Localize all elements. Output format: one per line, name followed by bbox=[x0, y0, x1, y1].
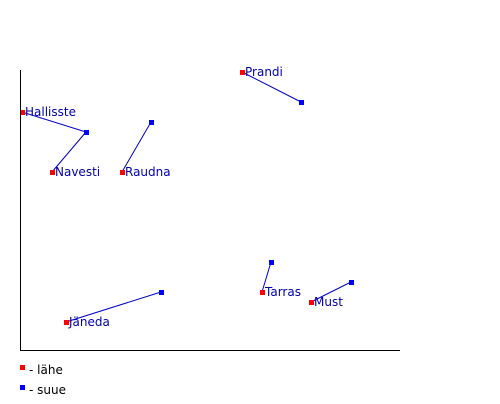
start-point-prandi bbox=[240, 70, 245, 75]
end-point-tarras bbox=[269, 260, 274, 265]
connector-line-hallisste bbox=[21, 111, 87, 133]
connector-line-navesti bbox=[51, 131, 87, 173]
axes bbox=[20, 70, 400, 351]
end-point-navesti bbox=[84, 130, 89, 135]
point-label-navesti: Navesti bbox=[55, 165, 100, 179]
point-label-j-neda: Jäneda bbox=[68, 315, 110, 329]
connector-line-j-neda bbox=[65, 291, 162, 323]
point-label-hallisste: Hallisste bbox=[25, 105, 76, 119]
connector-line-prandi bbox=[241, 71, 302, 103]
end-point-prandi bbox=[299, 100, 304, 105]
legend-label-end: - suue bbox=[29, 383, 66, 397]
start-point-raudna bbox=[120, 170, 125, 175]
connector-line-raudna bbox=[121, 121, 152, 173]
legend: - lähe - suue bbox=[20, 363, 66, 397]
end-point-raudna bbox=[149, 120, 154, 125]
end-point-must bbox=[349, 280, 354, 285]
connector-line-tarras bbox=[261, 261, 272, 293]
plot-area: Prandi Hallisste Navesti Raudna Tarras Must Jä… bbox=[20, 65, 354, 329]
legend-marker-end bbox=[20, 385, 25, 390]
end-point-j-neda bbox=[159, 290, 164, 295]
start-point-navesti bbox=[50, 170, 55, 175]
point-label-must: Must bbox=[314, 295, 343, 309]
start-point-must bbox=[309, 300, 314, 305]
point-label-raudna: Raudna bbox=[125, 165, 171, 179]
start-point-hallisste bbox=[20, 110, 25, 115]
legend-marker-start bbox=[20, 365, 25, 370]
connector-line-must bbox=[310, 281, 352, 303]
start-point-tarras bbox=[260, 290, 265, 295]
point-label-tarras: Tarras bbox=[264, 285, 301, 299]
point-label-prandi: Prandi bbox=[245, 65, 283, 79]
start-point-j-neda bbox=[64, 320, 69, 325]
legend-label-start: - lähe bbox=[29, 363, 63, 377]
